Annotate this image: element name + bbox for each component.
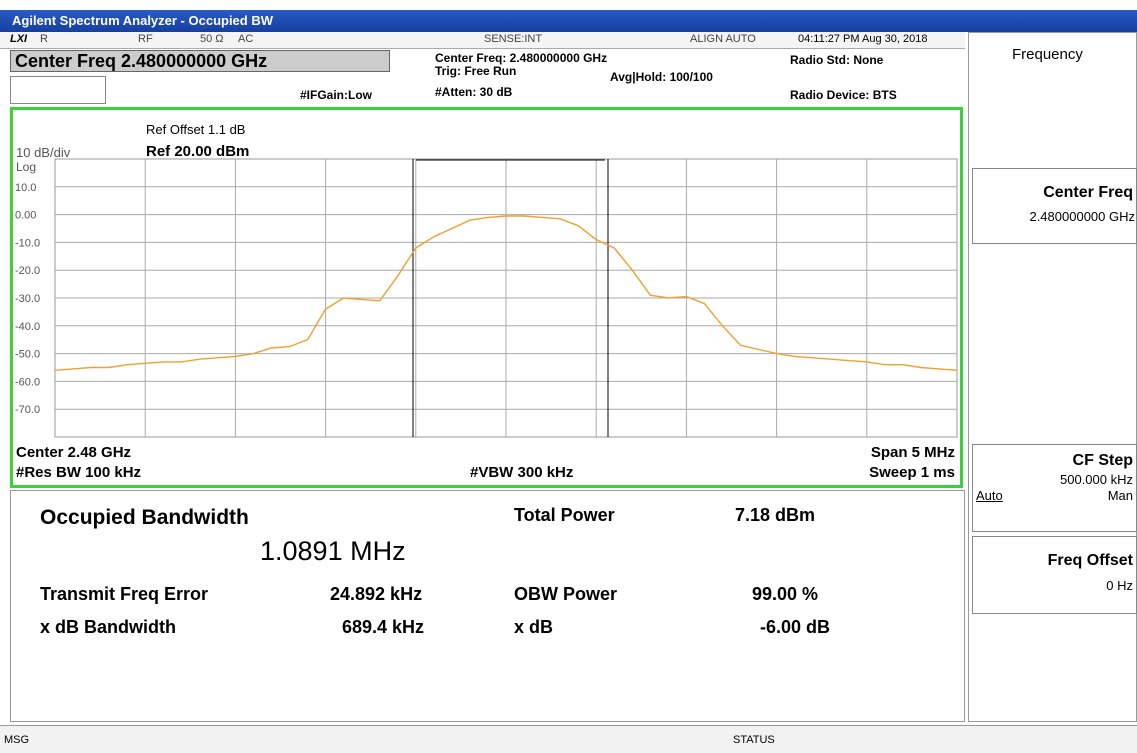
obw-value: 1.0891 MHz	[260, 536, 406, 566]
cf-step-label: CF Step	[1072, 452, 1133, 469]
atten: #Atten: 30 dB	[435, 85, 513, 99]
y-tick-label: -40.0	[15, 321, 40, 333]
status: STATUS	[733, 734, 775, 746]
center-freq-key[interactable]	[972, 168, 1137, 244]
menu-title: Frequency	[1012, 46, 1083, 63]
cf-step-value: 500.000 kHz	[1060, 472, 1133, 487]
total-power: 7.18 dBm	[735, 505, 816, 525]
if-gain: #IFGain:Low	[300, 88, 372, 102]
span: Span 5 MHz	[871, 444, 955, 461]
center-freq-info: Center Freq: 2.480000000 GHz	[435, 51, 608, 65]
y-tick-label: 10.0	[15, 182, 36, 194]
avg-hold: Avg|Hold: 100/100	[610, 70, 713, 84]
trace	[54, 215, 958, 371]
y-tick-label: -50.0	[15, 349, 40, 361]
y-tick-label: -20.0	[15, 265, 40, 277]
center-freq-key-value: 2.480000000 GHz	[1029, 209, 1135, 224]
freq-offset-value: 0 Hz	[1106, 578, 1133, 593]
lxi: LXI	[10, 33, 28, 45]
obw-power: 99.00 %	[752, 584, 819, 604]
scale: 10 dB/div	[16, 145, 71, 160]
coupling: AC	[238, 33, 254, 45]
man[interactable]: Man	[1107, 488, 1133, 503]
xdb-bw-label: x dB Bandwidth	[40, 617, 176, 637]
title-bar	[0, 10, 1137, 32]
y-tick-label: 0.00	[15, 210, 36, 222]
radio-std: Radio Std: None	[790, 53, 884, 67]
y-tick-label: -70.0	[15, 404, 40, 416]
tx-freq-error-label: Transmit Freq Error	[40, 584, 209, 604]
r: R	[40, 33, 48, 45]
trig: Trig: Free Run	[435, 64, 517, 78]
y-tick-label: -10.0	[15, 237, 40, 249]
center-freq-key-label: Center Freq	[1043, 184, 1133, 201]
input-field[interactable]	[10, 76, 106, 104]
xdb-label: x dB	[514, 617, 554, 637]
footer-bar	[0, 725, 1137, 753]
results-panel	[10, 490, 965, 722]
center-freq-button[interactable]: Center Freq 2.480000000 GHz	[10, 50, 390, 72]
log: Log	[16, 160, 36, 174]
title-text: Agilent Spectrum Analyzer - Occupied BW	[12, 13, 274, 28]
msg: MSG	[4, 734, 30, 746]
impedance: 50 Ω	[200, 33, 224, 45]
y-tick-label: -60.0	[15, 376, 40, 388]
sweep: Sweep 1 ms	[869, 464, 955, 481]
center: Center 2.48 GHz	[16, 444, 131, 461]
ref-level: Ref 20.00 dBm	[146, 143, 249, 160]
auto[interactable]: Auto	[976, 488, 1003, 503]
sense: SENSE:INT	[484, 33, 543, 45]
align: ALIGN AUTO	[690, 33, 756, 45]
obw-label: Occupied Bandwidth	[40, 506, 249, 529]
vbw: #VBW 300 kHz	[470, 464, 573, 481]
datetime: 04:11:27 PM Aug 30, 2018	[798, 33, 928, 45]
obw-power-label: OBW Power	[514, 584, 618, 604]
xdb: -6.00 dB	[760, 617, 831, 637]
tx-freq-error: 24.892 kHz	[330, 584, 423, 604]
ref-offset: Ref Offset 1.1 dB	[146, 122, 245, 137]
radio-device: Radio Device: BTS	[790, 88, 897, 102]
y-tick-label: -30.0	[15, 293, 40, 305]
total-power-label: Total Power	[514, 505, 615, 525]
status-row: LXI R RF 50 Ω AC SENSE:INT ALIGN AUTO 04…	[0, 32, 965, 49]
res-bw: #Res BW 100 kHz	[16, 464, 141, 481]
freq-offset-key[interactable]	[972, 536, 1137, 614]
freq-offset-label: Freq Offset	[1047, 552, 1133, 569]
softkey-panel	[968, 32, 1137, 722]
rf: RF	[138, 33, 153, 45]
spectrum-graph: Ref Offset 1.1 dB 10 dB/div Ref 20.00 dB…	[10, 107, 963, 488]
xdb-bw: 689.4 kHz	[342, 617, 425, 637]
